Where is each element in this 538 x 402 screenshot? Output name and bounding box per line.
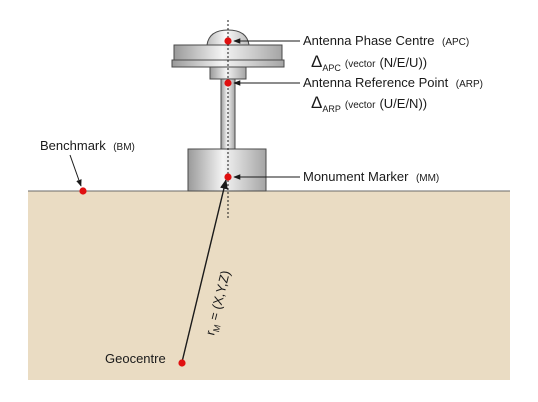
arp-label: Antenna Reference Point (ARP) (303, 74, 483, 91)
bm-leader-arrow (69, 154, 82, 187)
apc-point (224, 37, 232, 45)
benchmark-point (79, 187, 87, 195)
monument-block (187, 148, 267, 192)
arp-point (224, 79, 232, 87)
mm-point (224, 173, 232, 181)
apc-label: Antenna Phase Centre (APC) (303, 32, 469, 49)
mm-label: Monument Marker (MM) (303, 168, 439, 185)
geocentre-label: Geocentre (105, 351, 166, 366)
position-vector-arrow (181, 179, 228, 363)
ground (28, 191, 510, 380)
apc-vector-label: ΔAPC (vector (N/E/U)) (311, 52, 427, 73)
geocentre-point (178, 359, 186, 367)
benchmark-label: Benchmark (BM) (40, 137, 135, 154)
arp-vector-label: ΔARP (vector (U/E/N)) (311, 93, 427, 114)
